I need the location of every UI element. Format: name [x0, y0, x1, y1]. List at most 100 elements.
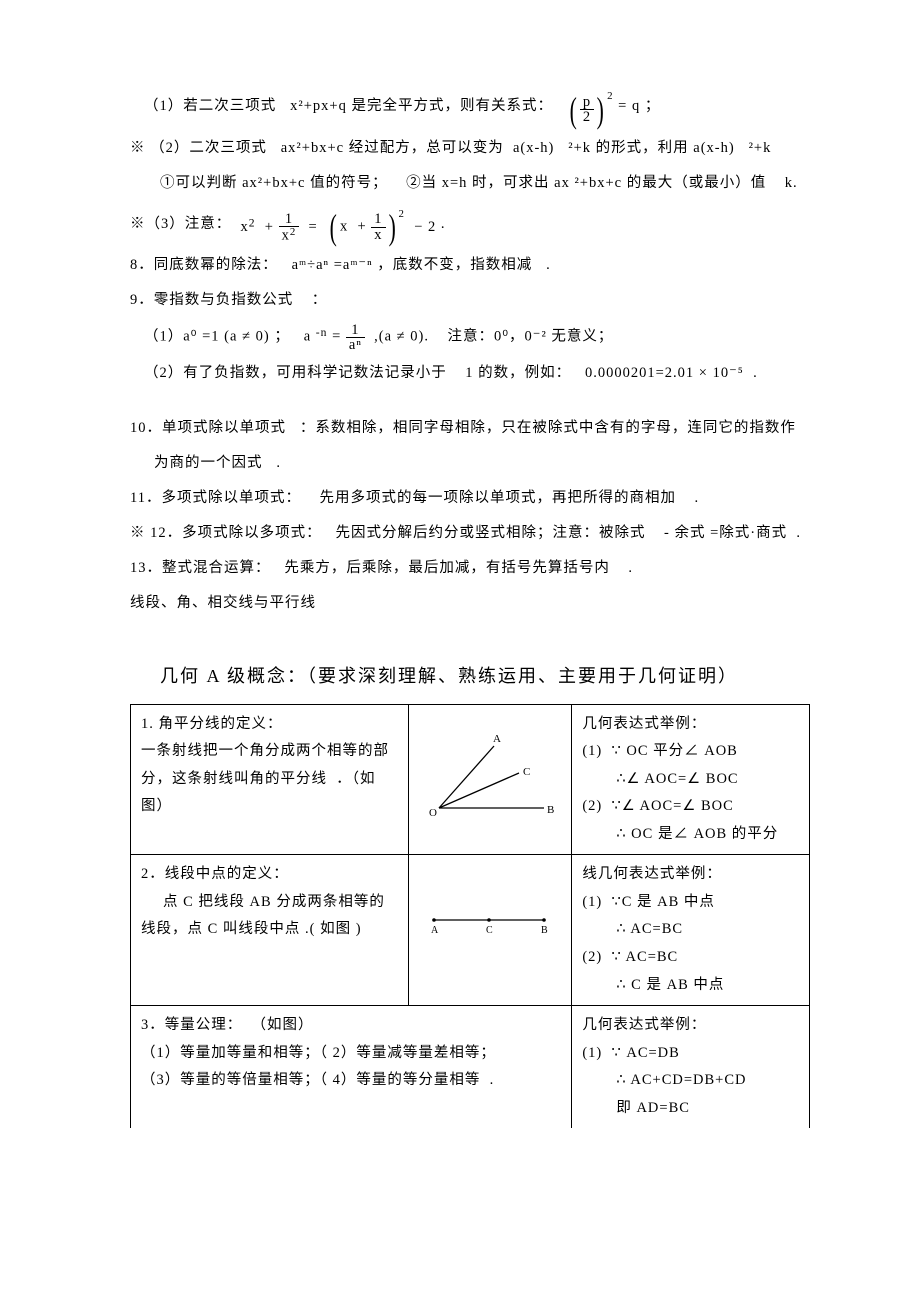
svg-text:C: C	[523, 766, 531, 778]
item-12: ※ 12．多项式除以多项式： 先因式分解后约分或竖式相除；注意：被除式 - 余式…	[130, 519, 810, 548]
geometry-section-title: 几何 A 级概念：（要求深刻理解、熟练运用、主要用于几何证明）	[160, 658, 810, 694]
svg-text:A: A	[493, 733, 502, 745]
text: 先乘方，后乘除，最后加减，有括号先算括号内	[284, 560, 610, 576]
text: (1)	[582, 1045, 602, 1061]
text: （如图）	[252, 1017, 314, 1033]
text: a(x-h)	[513, 140, 554, 156]
row3-expression: 几何表达式举例： (1) ∵ AC=DB ∴ AC+CD=DB+CD 即 AD=…	[572, 1006, 810, 1129]
text: 一条射线把一个角分成两个相等的部	[141, 743, 389, 759]
svg-text:B: B	[541, 925, 549, 936]
text: ∵C 是 AB 中点	[612, 894, 715, 910]
text: 0.0000201=2.01 × 10⁻⁵	[585, 365, 744, 381]
text: （1）等量加等量和相等；（ 2）等量减等量差相等；	[141, 1045, 496, 1061]
text: .	[276, 455, 281, 471]
text: - 余式 =除式·商式	[664, 525, 787, 541]
text: ∴ OC 是∠ AOB 的平分	[582, 821, 799, 849]
text: ax²+bx+c 经过配方，总可以变为	[281, 140, 504, 156]
text: ∵ OC 平分∠ AOB	[612, 743, 738, 759]
item-2-line1: ※ （2）二次三项式 ax²+bx+c 经过配方，总可以变为 a(x-h) ²+…	[130, 134, 810, 163]
item-11: 11．多项式除以单项式： 先用多项式的每一项除以单项式，再把所得的商相加 .	[130, 484, 810, 513]
text: .	[628, 560, 633, 576]
text: ※（3）注意：	[130, 216, 231, 232]
row1-definition: 1. 角平分线的定义： 一条射线把一个角分成两个相等的部 分，这条射线叫角的平分…	[131, 704, 409, 855]
text: （1）a⁰ =1 (a ≠ 0) ；	[144, 329, 290, 345]
text: ②当 x=h 时，可求出 ax ²+bx+c 的最大（或最小）值	[406, 175, 766, 191]
item-13: 13．整式混合运算： 先乘方，后乘除，最后加减，有括号先算括号内 .	[130, 554, 810, 583]
text: 线几何表达式举例：	[582, 866, 722, 882]
text: 分，这条射线叫角的平分线	[141, 771, 327, 787]
text: （3）等量的等倍量相等；（ 4）等量的等分量相等	[141, 1072, 480, 1088]
text: .	[753, 365, 758, 381]
svg-text:A: A	[431, 925, 439, 936]
text: ：	[312, 292, 328, 308]
text: ∵ AC=BC	[612, 949, 679, 965]
item-9-title: 9．零指数与负指数公式 ：	[130, 286, 810, 315]
item-2-line2: ①可以判断 ax²+bx+c 值的符号； ②当 x=h 时，可求出 ax ²+b…	[130, 169, 810, 198]
text: ：系数相除，相同字母相除，只在被除式中含有的字母，连同它的指数作	[300, 420, 796, 436]
item-14: 线段、角、相交线与平行线	[130, 589, 810, 618]
row1-figure: A C B O	[409, 704, 572, 855]
text: ∴ AC=BC	[582, 916, 799, 944]
text: a	[304, 329, 311, 345]
svg-text:B: B	[547, 804, 555, 816]
text: 先因式分解后约分或竖式相除；注意：被除式	[336, 525, 646, 541]
text: 9．零指数与负指数公式	[130, 292, 293, 308]
fraction-1-an: 1aⁿ	[346, 323, 365, 353]
text: ,(a ≠ 0).	[374, 329, 429, 345]
text: k.	[785, 175, 798, 191]
text: 几何表达式举例：	[582, 1017, 706, 1033]
text: （2）有了负指数，可用科学记数法记录小于	[144, 365, 447, 381]
svg-text:O: O	[429, 807, 438, 819]
text: 1 的数，例如：	[465, 365, 571, 381]
row1-expression: 几何表达式举例： (1) ∵ OC 平分∠ AOB ∴∠ AOC=∠ BOC (…	[572, 704, 810, 855]
text: 10．单项式除以单项式	[130, 420, 286, 436]
table-row: 2．线段中点的定义： 点 C 把线段 AB 分成两条相等的 线段，点 C 叫线段…	[131, 855, 810, 1006]
text: ∴∠ AOC=∠ BOC	[582, 766, 799, 794]
text: 3．等量公理：	[141, 1017, 242, 1033]
text: 点 C 把线段 AB 分成两条相等的	[141, 889, 385, 917]
text: ①可以判断 ax²+bx+c 值的符号；	[160, 175, 388, 191]
item-3: ※（3）注意： x2 + 1x2 = (x + 1x)2 − 2 .	[130, 204, 810, 246]
text: =	[332, 329, 341, 345]
text: x²+px+q 是完全平方式，则有关系式：	[290, 98, 553, 114]
text: .	[546, 257, 551, 273]
text: 11．多项式除以单项式：	[130, 490, 301, 506]
text: ※ （2）二次三项式	[130, 140, 267, 156]
text: (1)	[582, 894, 602, 910]
item-1: （1）若二次三项式 x²+px+q 是完全平方式，则有关系式： (p2)2 = …	[130, 86, 810, 128]
item-9-1: （1）a⁰ =1 (a ≠ 0) ； a -n = 1aⁿ ,(a ≠ 0). …	[130, 321, 810, 352]
text: ∴ C 是 AB 中点	[582, 972, 799, 1000]
formula-p2sq: (p2)2	[567, 86, 614, 128]
text: .	[796, 525, 801, 541]
text: (2)	[582, 949, 602, 965]
text: (2)	[582, 798, 602, 814]
text: 先用多项式的每一项除以单项式，再把所得的商相加	[319, 490, 676, 506]
table-row: 1. 角平分线的定义： 一条射线把一个角分成两个相等的部 分，这条射线叫角的平分…	[131, 704, 810, 855]
text: 13．整式混合运算：	[130, 560, 271, 576]
row2-figure: A C B	[409, 855, 572, 1006]
geometry-table: 1. 角平分线的定义： 一条射线把一个角分成两个相等的部 分，这条射线叫角的平分…	[130, 704, 810, 1129]
text: ※ 12．多项式除以多项式：	[130, 525, 322, 541]
segment-midpoint-icon: A C B	[419, 905, 559, 945]
svg-text:C: C	[486, 925, 494, 936]
text: 8．同底数幂的除法：	[130, 257, 278, 273]
text: 为商的一个因式	[154, 455, 263, 471]
item-10-line2: 为商的一个因式 .	[130, 449, 810, 478]
row2-definition: 2．线段中点的定义： 点 C 把线段 AB 分成两条相等的 线段，点 C 叫线段…	[131, 855, 409, 1006]
text: (1)	[582, 743, 602, 759]
table-row: 3．等量公理： （如图） （1）等量加等量和相等；（ 2）等量减等量差相等； （…	[131, 1006, 810, 1129]
text: ；	[645, 98, 661, 114]
text: 即 AD=BC	[582, 1095, 799, 1123]
row3-definition: 3．等量公理： （如图） （1）等量加等量和相等；（ 2）等量减等量差相等； （…	[131, 1006, 572, 1129]
text: 2．线段中点的定义：	[141, 866, 289, 882]
text: = q	[618, 98, 640, 114]
text: 几何表达式举例：	[582, 716, 706, 732]
item-8: 8．同底数幂的除法： aᵐ÷aⁿ =aᵐ⁻ⁿ ，底数不变，指数相减 .	[130, 251, 810, 280]
text: ∵ AC=DB	[612, 1045, 680, 1061]
angle-bisector-icon: A C B O	[419, 728, 559, 820]
text: ∵∠ AOC=∠ BOC	[612, 798, 734, 814]
row2-expression: 线几何表达式举例： (1) ∵C 是 AB 中点 ∴ AC=BC (2) ∵ A…	[572, 855, 810, 1006]
formula-x2-1x2: x2 + 1x2 = (x + 1x)2 − 2	[241, 204, 437, 246]
text: ²+k 的形式，利用 a(x-h)	[568, 140, 734, 156]
text: aᵐ÷aⁿ =aᵐ⁻ⁿ ，底数不变，指数相减	[292, 257, 533, 273]
